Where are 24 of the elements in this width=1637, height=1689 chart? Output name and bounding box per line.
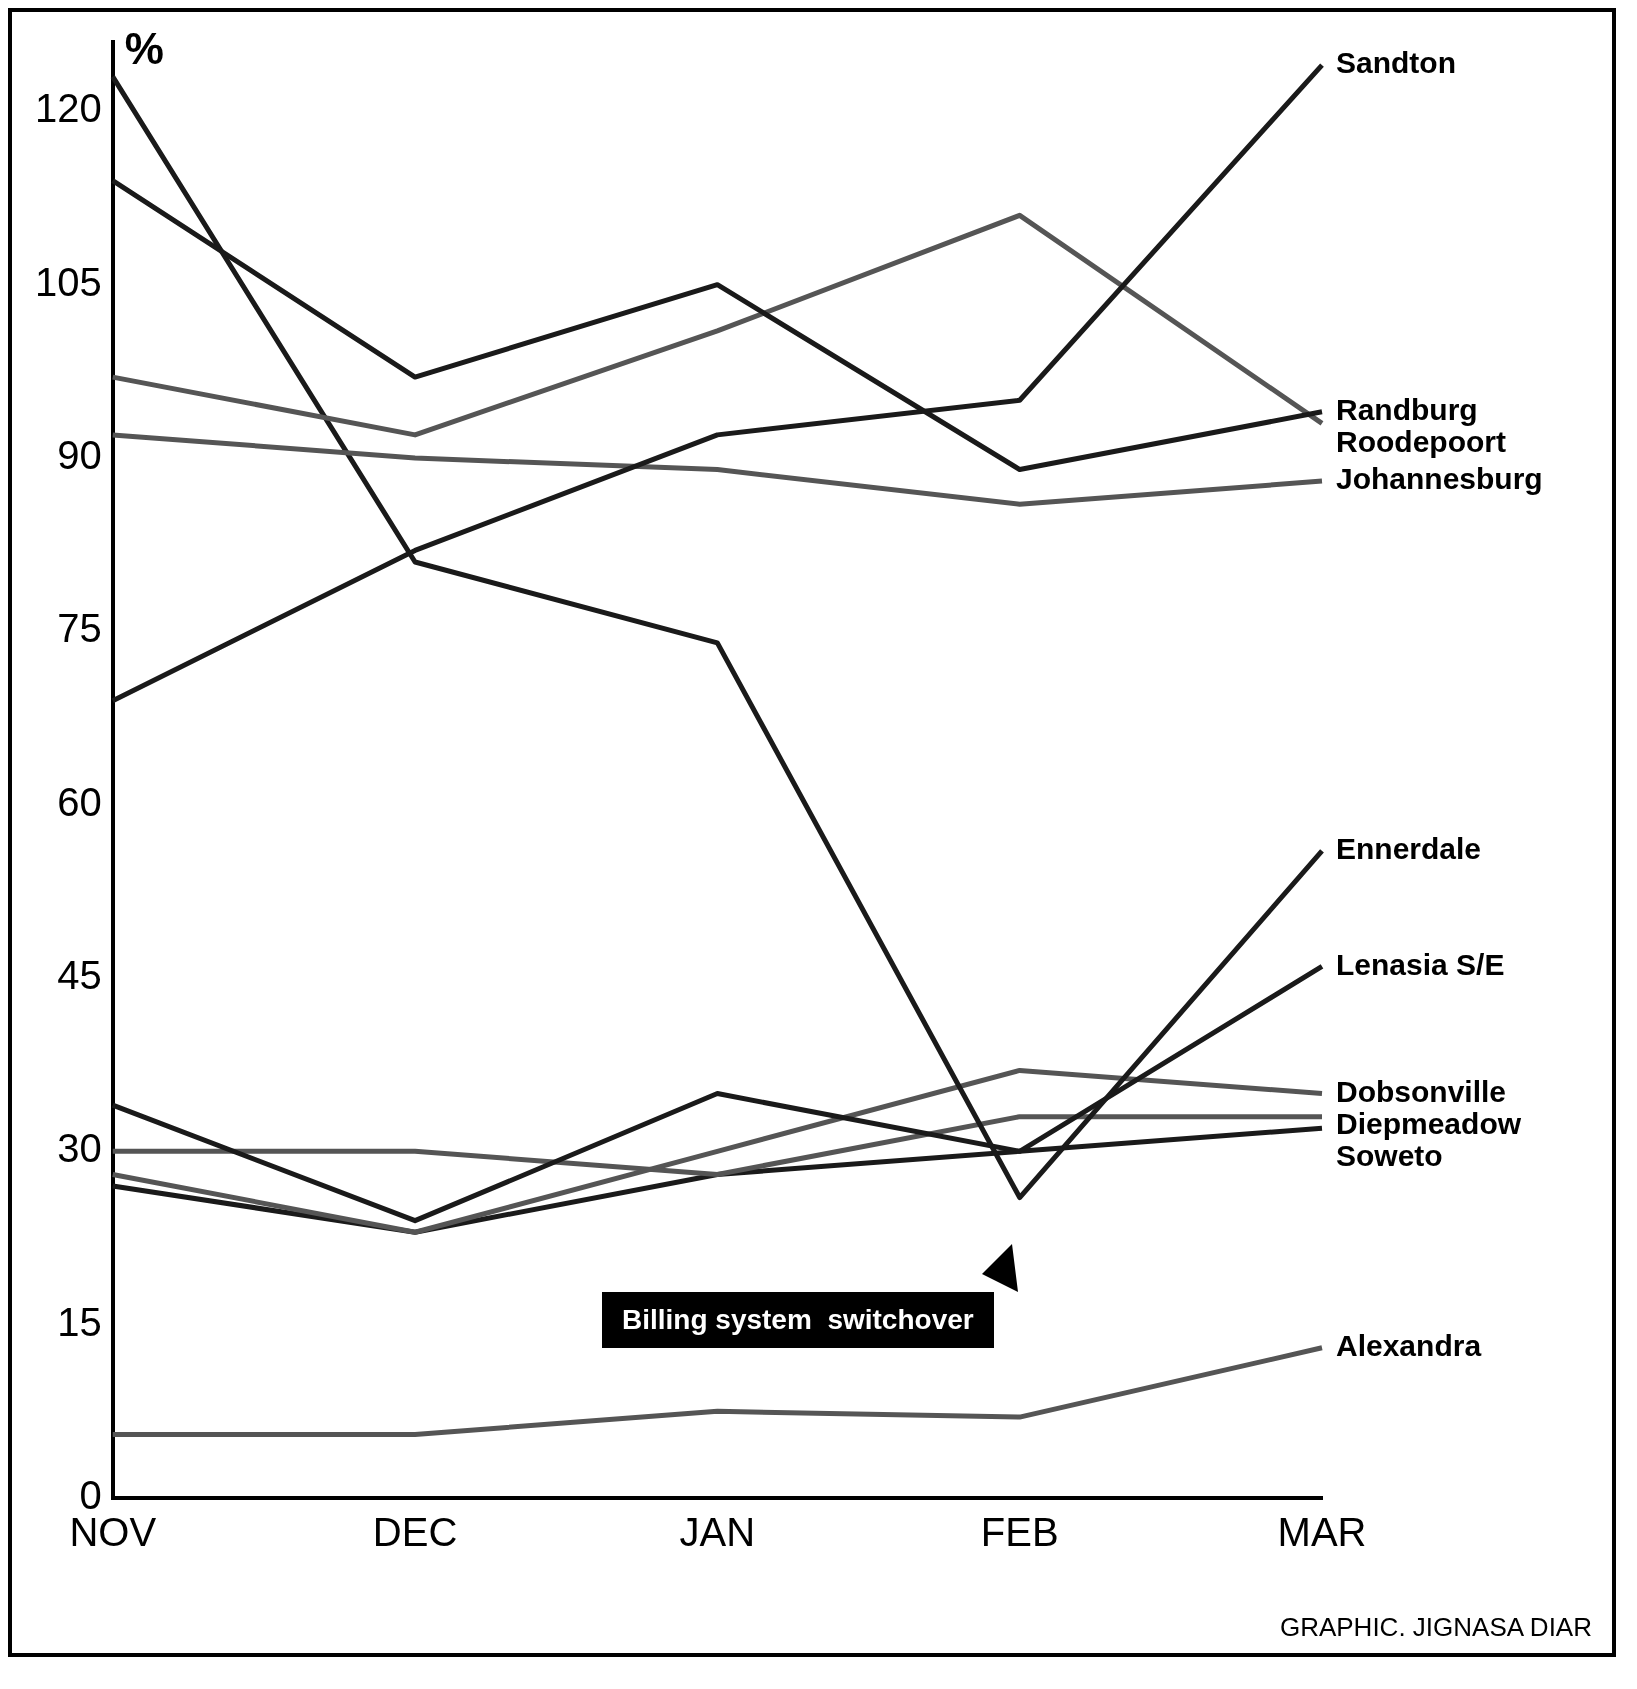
y-tick-label: 90 (57, 433, 102, 478)
text: GRAPHIC. JIGNASA DIAR (1278, 1612, 1593, 1644)
series-label: Alexandra (1336, 1329, 1482, 1363)
x-tick-label: FEB (980, 1510, 1059, 1555)
y-axis-title: % (124, 24, 164, 74)
series-label: Dobsonville (1336, 1074, 1507, 1108)
series-label: Randburg (1336, 393, 1478, 427)
y-tick-label: 120 (34, 86, 102, 131)
series-label: Roodepoort (1336, 425, 1506, 459)
annotation: Billing system switchover (602, 1292, 994, 1348)
y-tick-label: 15 (57, 1299, 102, 1344)
series-label: Johannesburg (1336, 462, 1543, 496)
series-label: Lenasia S/E (1336, 947, 1505, 981)
y-tick-label: 45 (57, 953, 102, 998)
series-label: Sandton (1336, 46, 1456, 80)
x-tick-label: DEC (372, 1510, 458, 1555)
y-tick-label: 30 (57, 1126, 102, 1171)
series-label: Ennerdale (1336, 832, 1482, 866)
y-tick-label: 60 (57, 779, 102, 824)
x-tick-label: MAR (1277, 1510, 1367, 1555)
x-tick-label: JAN (679, 1510, 756, 1555)
y-tick-label: 75 (57, 606, 102, 651)
y-tick-label: 105 (34, 259, 102, 304)
series-label: Diepmeadow (1336, 1106, 1522, 1140)
